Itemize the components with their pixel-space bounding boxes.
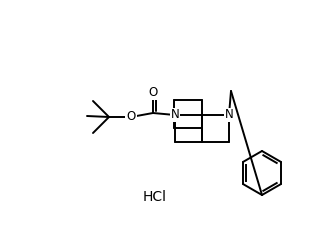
- Text: HCl: HCl: [143, 190, 167, 204]
- Text: O: O: [148, 86, 158, 99]
- Text: N: N: [171, 108, 179, 122]
- Text: N: N: [225, 108, 233, 122]
- Text: O: O: [126, 110, 136, 124]
